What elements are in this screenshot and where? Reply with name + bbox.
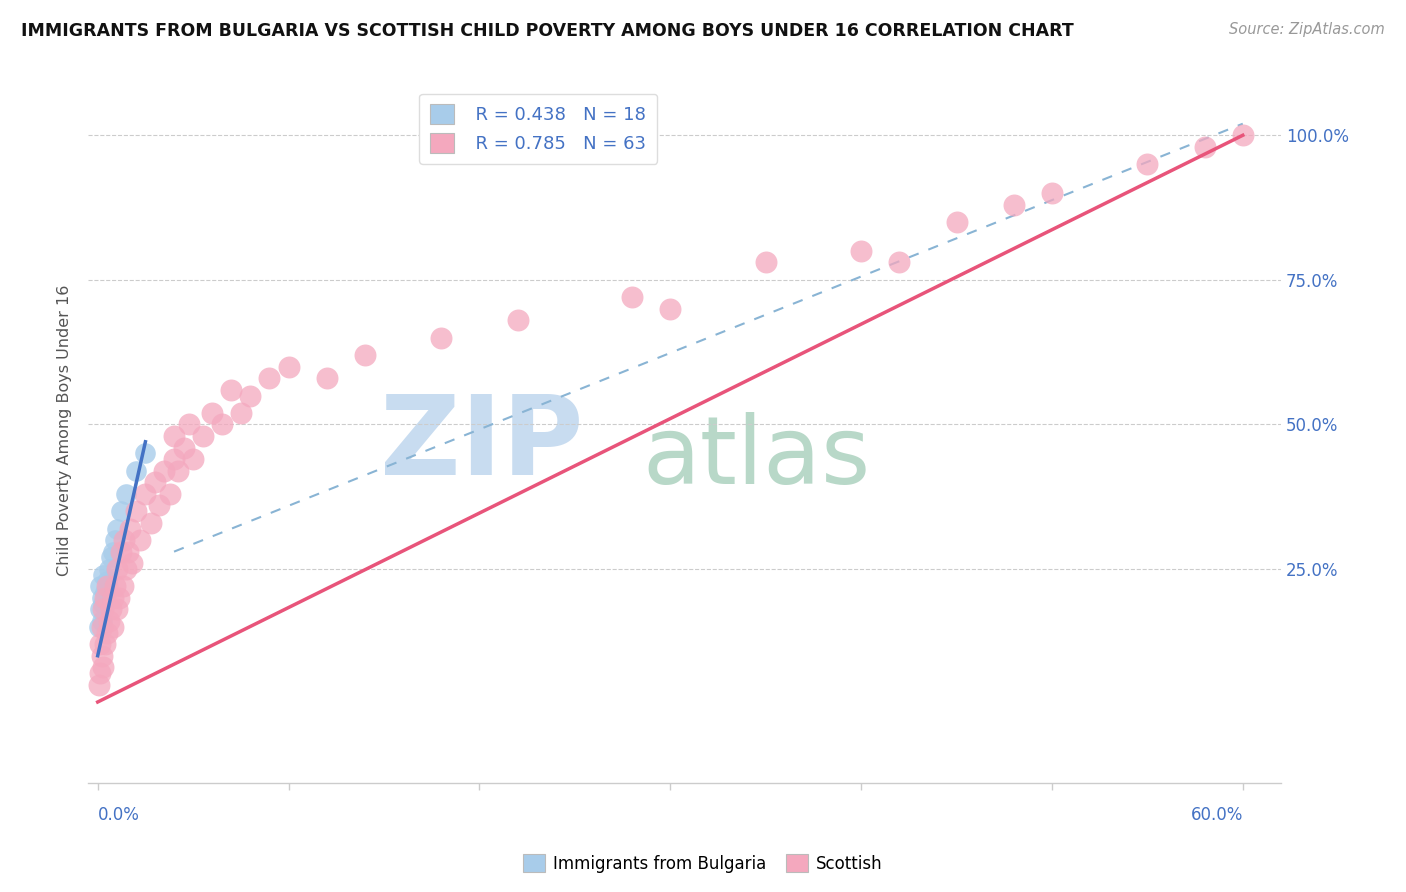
Point [143, 475, 166, 490]
Point [221, 383, 243, 397]
Point [101, 620, 124, 634]
Point [173, 441, 195, 455]
Y-axis label: Child Poverty Among Boys Under 16: Child Poverty Among Boys Under 16 [58, 285, 72, 576]
Point [159, 487, 181, 501]
Point [93, 597, 115, 611]
Point [105, 562, 128, 576]
Point [115, 487, 138, 501]
Point [90, 591, 112, 605]
Point [120, 522, 142, 536]
Point [98, 562, 121, 576]
Point [110, 544, 132, 558]
Point [117, 544, 139, 558]
Point [354, 348, 377, 362]
Point [128, 533, 150, 547]
Point [1136, 157, 1159, 171]
Point [105, 602, 128, 616]
Text: 0.0%: 0.0% [97, 806, 139, 824]
Point [100, 550, 122, 565]
Point [945, 215, 967, 229]
Point [94, 585, 117, 599]
Point [125, 464, 148, 478]
Point [315, 371, 337, 385]
Point [93, 567, 115, 582]
Point [89, 579, 111, 593]
Point [621, 290, 644, 304]
Point [134, 446, 156, 460]
Point [89, 602, 111, 616]
Point [1040, 186, 1063, 200]
Point [1232, 128, 1254, 143]
Point [430, 331, 453, 345]
Point [96, 574, 118, 588]
Point [277, 359, 299, 374]
Point [139, 516, 162, 530]
Point [110, 504, 132, 518]
Point [90, 620, 112, 634]
Point [163, 429, 186, 443]
Point [90, 648, 112, 663]
Point [107, 591, 129, 605]
Point [181, 452, 204, 467]
Point [125, 504, 148, 518]
Point [104, 533, 127, 547]
Point [94, 637, 117, 651]
Point [111, 579, 134, 593]
Point [89, 637, 111, 651]
Point [101, 544, 124, 558]
Point [93, 602, 115, 616]
Text: Source: ZipAtlas.com: Source: ZipAtlas.com [1229, 22, 1385, 37]
Legend:   R = 0.438   N = 18,   R = 0.785   N = 63: R = 0.438 N = 18, R = 0.785 N = 63 [419, 94, 657, 164]
Point [153, 464, 176, 478]
Text: ZIP: ZIP [380, 391, 583, 498]
Point [1002, 197, 1025, 211]
Point [100, 602, 122, 616]
Point [755, 255, 778, 269]
Point [104, 579, 127, 593]
Point [849, 244, 872, 258]
Point [105, 522, 128, 536]
Point [889, 255, 911, 269]
Point [239, 388, 262, 402]
Point [148, 499, 170, 513]
Point [1194, 140, 1216, 154]
Point [94, 591, 117, 605]
Point [191, 429, 214, 443]
Point [211, 417, 233, 432]
Point [112, 533, 135, 547]
Point [163, 452, 186, 467]
Point [87, 678, 110, 692]
Text: 60.0%: 60.0% [1191, 806, 1243, 824]
Point [166, 464, 188, 478]
Point [134, 487, 156, 501]
Point [201, 406, 224, 420]
Point [179, 417, 201, 432]
Point [89, 666, 111, 681]
Point [259, 371, 281, 385]
Point [506, 313, 529, 327]
Text: IMMIGRANTS FROM BULGARIA VS SCOTTISH CHILD POVERTY AMONG BOYS UNDER 16 CORRELATI: IMMIGRANTS FROM BULGARIA VS SCOTTISH CHI… [21, 22, 1074, 40]
Point [101, 591, 124, 605]
Point [659, 301, 682, 316]
Text: atlas: atlas [643, 412, 870, 504]
Point [229, 406, 252, 420]
Point [90, 614, 112, 628]
Point [115, 562, 138, 576]
Point [93, 660, 115, 674]
Point [121, 556, 143, 570]
Point [96, 625, 118, 640]
Point [96, 579, 118, 593]
Point [98, 614, 121, 628]
Point [87, 620, 110, 634]
Legend: Immigrants from Bulgaria, Scottish: Immigrants from Bulgaria, Scottish [516, 847, 890, 880]
